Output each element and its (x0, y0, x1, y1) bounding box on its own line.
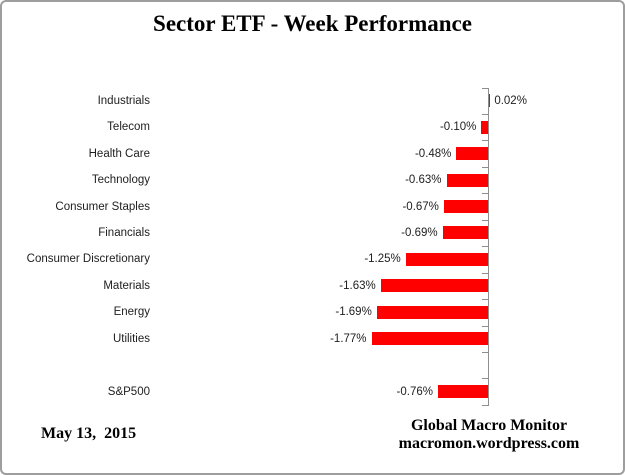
attribution-line1: Global Macro Monitor (410, 417, 568, 434)
attribution-line2: macromon.wordpress.com (398, 435, 580, 452)
category-label: Consumer Discretionary (26, 253, 150, 266)
category-label: Industrials (97, 94, 150, 107)
date-label: May 13, 2015 (41, 425, 137, 442)
category-label: Utilities (112, 332, 150, 345)
value-label: -1.77% (330, 332, 367, 345)
tick-mark (482, 352, 489, 353)
bar (489, 94, 491, 108)
category-label: Consumer Staples (55, 200, 150, 213)
tick-mark (482, 193, 489, 195)
value-label: -0.48% (414, 147, 452, 160)
tick-mark (482, 219, 489, 221)
bar (442, 226, 488, 240)
bar (405, 252, 488, 266)
tick-mark (482, 246, 489, 248)
tick-mark (482, 299, 489, 301)
chart-title: Sector ETF - Week Performance (153, 11, 472, 36)
value-label: -0.76% (396, 385, 433, 398)
bar (371, 332, 488, 346)
tick-mark (482, 140, 489, 142)
category-label: Financials (98, 226, 150, 239)
value-label: -1.63% (339, 279, 376, 292)
tick-mark (482, 325, 489, 327)
value-label: -0.67% (402, 200, 439, 213)
bar (437, 385, 488, 399)
category-label: Energy (113, 306, 150, 319)
tick-mark (482, 378, 489, 380)
tick-mark (482, 113, 489, 115)
value-label: -0.69% (401, 226, 438, 239)
bar (446, 173, 488, 187)
bar (481, 120, 488, 134)
category-label: Telecom (107, 121, 150, 134)
category-label: Health Care (88, 147, 150, 160)
value-label: -0.10% (439, 121, 477, 134)
category-label: Materials (103, 279, 150, 292)
attribution: Global Macro Monitor macromon.wordpress.… (369, 417, 609, 453)
value-label: -0.63% (405, 174, 442, 187)
category-label: S&P500 (107, 385, 150, 398)
category-label: Technology (91, 174, 150, 187)
bar (376, 305, 488, 319)
bar (380, 279, 488, 293)
value-label: 0.02% (494, 94, 527, 107)
value-label: -1.25% (364, 253, 401, 266)
tick-mark (482, 404, 489, 406)
tick-mark (482, 166, 489, 168)
tick-mark (482, 272, 489, 274)
bar (443, 200, 488, 214)
value-label: -1.69% (335, 306, 372, 319)
tick-mark (482, 87, 489, 89)
bar (456, 147, 488, 161)
